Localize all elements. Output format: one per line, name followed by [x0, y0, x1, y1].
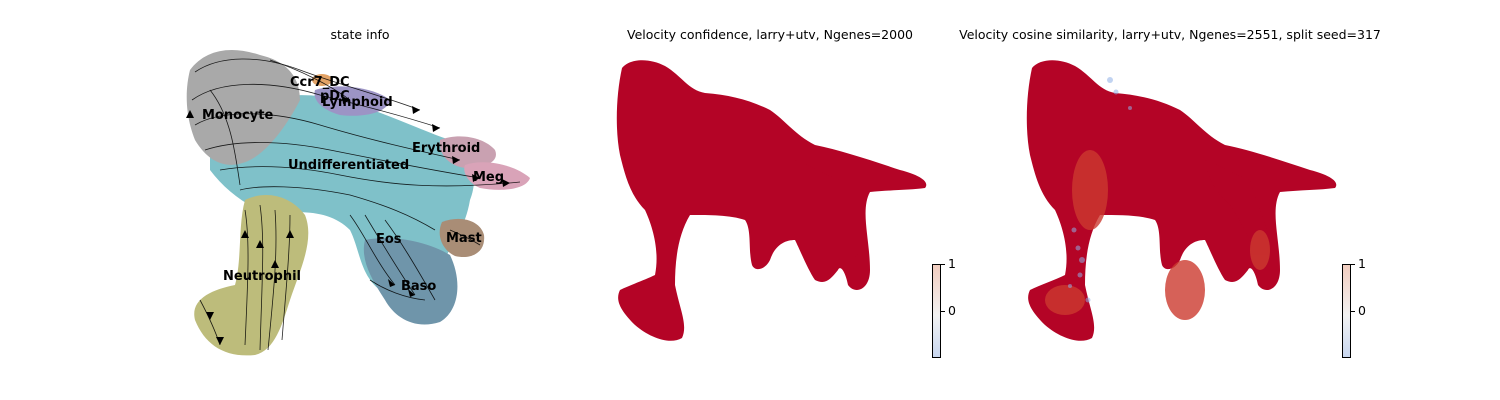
cosine-mid-values — [1045, 150, 1270, 320]
panel-title-velocity-confidence: Velocity confidence, larry+utv, Ngenes=2… — [627, 27, 913, 42]
colorbar-cosine: 1 0 — [1342, 256, 1382, 360]
cluster-labels: Ccr7_DC pDC Lymphoid Monocyte Erythroid … — [202, 75, 504, 294]
label-lymphoid: Lymphoid — [322, 95, 393, 110]
colorbar-tickmark — [1351, 264, 1355, 265]
label-neutrophil: Neutrophil — [223, 269, 301, 284]
region-mast — [439, 218, 485, 258]
label-baso: Baso — [401, 279, 436, 294]
label-mast: Mast — [446, 231, 482, 246]
embedding-cells-cosine — [1026, 60, 1337, 341]
cosine-similarity-plot — [1026, 60, 1337, 341]
embedding-cells-cosine-arm — [1205, 160, 1271, 258]
velocity-streamlines — [191, 58, 521, 351]
colorbar-gradient — [1342, 264, 1351, 358]
colorbar-tickmark — [941, 311, 945, 312]
panel-state-info: state info — [150, 0, 570, 400]
colorbar-tick-1: 1 — [1358, 256, 1366, 271]
panel-cosine-similarity: Velocity cosine similarity, larry+utv, N… — [959, 0, 1381, 400]
panel-title-cosine-similarity: Velocity cosine similarity, larry+utv, N… — [959, 27, 1381, 42]
panel-title-state-info: state info — [330, 27, 390, 42]
colorbar-tick-0: 0 — [1358, 303, 1366, 318]
state-info-plot: Ccr7_DC pDC Lymphoid Monocyte Erythroid … — [186, 50, 530, 356]
label-eos: Eos — [376, 232, 402, 247]
colorbar-tickmark — [1351, 311, 1355, 312]
label-erythroid: Erythroid — [412, 141, 480, 156]
cosine-low-values — [1068, 77, 1132, 303]
region-monocyte — [186, 50, 300, 165]
region-baso — [363, 238, 458, 325]
region-neutrophil — [194, 195, 309, 356]
label-monocyte: Monocyte — [202, 108, 273, 123]
colorbar-tick-1: 1 — [948, 256, 956, 271]
label-ccr7-dc: Ccr7_DC — [290, 75, 350, 90]
colorbar-confidence: 1 0 — [932, 256, 972, 360]
label-meg: Meg — [473, 170, 504, 185]
colorbar-gradient — [932, 264, 941, 358]
colorbar-tickmark — [941, 264, 945, 265]
panel-velocity-confidence: Velocity confidence, larry+utv, Ngenes=2… — [570, 0, 970, 400]
velocity-confidence-plot — [616, 60, 927, 341]
colorbar-tick-0: 0 — [948, 303, 956, 318]
embedding-cells-confidence — [616, 60, 927, 341]
label-undifferentiated: Undifferentiated — [288, 158, 409, 173]
region-ccr7-dc — [312, 74, 332, 86]
label-pdc: pDC — [320, 89, 350, 104]
streamline-arrows — [186, 96, 510, 345]
embedding-cells-confidence-arm — [795, 160, 861, 258]
